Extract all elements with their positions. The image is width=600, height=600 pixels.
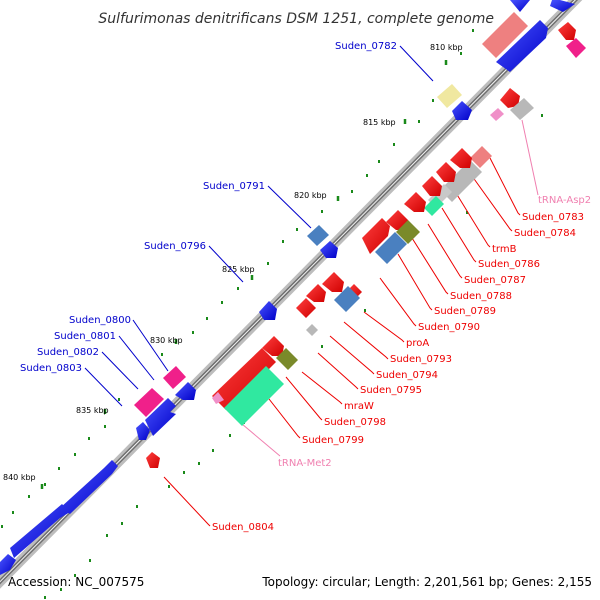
- label-Suden_0799: Suden_0799: [302, 435, 364, 446]
- gene-arrow: [452, 101, 472, 120]
- inner-strand-genes: [146, 12, 586, 468]
- gene-mint: [224, 366, 284, 426]
- label-Suden_0784: Suden_0784: [514, 228, 576, 239]
- label-mraW: mraW: [344, 401, 374, 412]
- plus-strand-labels: Suden_0782 Suden_0791 Suden_0796 Suden_0…: [20, 41, 397, 374]
- gene-pink: [566, 38, 586, 58]
- gene-arrow: [0, 554, 16, 575]
- topology-text: Topology: circular; Length: 2,201,561 bp…: [261, 575, 592, 589]
- gene-arrow: [510, 0, 530, 12]
- gene-steelblue: [307, 225, 329, 246]
- map-title: Sulfurimonas denitrificans DSM 1251, com…: [98, 11, 494, 27]
- gene-arrow: [500, 88, 520, 108]
- label-trmB: trmB: [492, 244, 517, 255]
- gene-arrow: [262, 336, 284, 356]
- gene-arrow: [145, 398, 176, 436]
- gene-arrow: [136, 422, 150, 440]
- gene-arrow: [422, 176, 442, 196]
- label-tRNA-Met2: tRNA-Met2: [278, 458, 332, 469]
- tick-label-830: 830 kbp: [150, 336, 183, 345]
- label-Suden_0790: Suden_0790: [418, 322, 480, 333]
- gene-grey: [510, 98, 534, 120]
- gene-arrow: [436, 162, 456, 182]
- label-proA: proA: [406, 338, 429, 349]
- gene-arrow: [322, 272, 344, 292]
- label-Suden_0791: Suden_0791: [203, 181, 265, 192]
- leader-lines-blue: [84, 45, 434, 407]
- label-Suden_0802: Suden_0802: [37, 347, 99, 358]
- label-Suden_0782: Suden_0782: [335, 41, 397, 52]
- gene-olive: [276, 348, 298, 370]
- label-Suden_0789: Suden_0789: [434, 306, 496, 317]
- trna-met2: [212, 392, 224, 404]
- gene-arrow: [386, 210, 408, 230]
- leader-lines-red: [163, 157, 521, 527]
- gene-pink: [134, 388, 164, 417]
- label-tRNA-Asp2: tRNA-Asp2: [538, 195, 591, 206]
- tick-label-810: 810 kbp: [430, 43, 463, 52]
- gene-arrow: [259, 301, 277, 320]
- scale-major-ticks: [40, 60, 448, 489]
- gene-arrow: [306, 284, 326, 302]
- leader-lines-trna: [241, 119, 539, 457]
- gene-pink: [163, 366, 186, 389]
- accession-text: Accession: NC_007575: [8, 575, 144, 589]
- tick-label-815: 815 kbp: [363, 118, 396, 127]
- trna-asp2: [490, 108, 504, 121]
- gene-arrow: [146, 452, 160, 468]
- gene-arrow: [550, 0, 575, 12]
- label-Suden_0794: Suden_0794: [376, 370, 438, 381]
- gene-olive: [396, 220, 420, 244]
- label-Suden_0800: Suden_0800: [69, 315, 131, 326]
- gene-yellow: [437, 84, 462, 108]
- gene-arrow: [212, 348, 276, 410]
- label-Suden_0788: Suden_0788: [450, 291, 512, 302]
- label-Suden_0783: Suden_0783: [522, 212, 584, 223]
- scale-labels: 810 kbp 815 kbp 820 kbp 825 kbp 830 kbp …: [3, 43, 463, 482]
- tick-label-820: 820 kbp: [294, 191, 327, 200]
- tick-label-835: 835 kbp: [76, 406, 109, 415]
- gene-arrow: [296, 298, 316, 318]
- label-Suden_0793: Suden_0793: [390, 354, 452, 365]
- gene-arrow: [450, 148, 472, 168]
- gene-steelblue: [334, 286, 360, 312]
- gene-arrow: [10, 504, 70, 558]
- gene-arrow: [60, 460, 118, 514]
- label-Suden_0795: Suden_0795: [360, 385, 422, 396]
- label-Suden_0804: Suden_0804: [212, 522, 274, 533]
- gene-grey: [306, 324, 318, 336]
- gene-mint: [424, 196, 444, 216]
- gene-arrow: [362, 218, 390, 254]
- trna-labels: tRNA-Asp2 tRNA-Met2: [278, 195, 591, 469]
- gene-arrow: [175, 382, 196, 400]
- gene-salmon: [482, 12, 528, 58]
- label-Suden_0796: Suden_0796: [144, 241, 206, 252]
- gene-steelblue: [375, 232, 407, 264]
- gene-arrow: [496, 20, 548, 72]
- outer-strand-genes: [0, 0, 575, 575]
- label-Suden_0801: Suden_0801: [54, 331, 116, 342]
- tick-label-825: 825 kbp: [222, 265, 255, 274]
- label-Suden_0787: Suden_0787: [464, 275, 526, 286]
- gene-salmon: [470, 146, 492, 168]
- gene-arrow: [404, 192, 426, 212]
- label-Suden_0803: Suden_0803: [20, 363, 82, 374]
- gene-arrow: [558, 22, 576, 40]
- label-Suden_0798: Suden_0798: [324, 417, 386, 428]
- tick-label-840: 840 kbp: [3, 473, 36, 482]
- gene-arrow: [320, 241, 338, 258]
- minus-strand-labels: Suden_0783 Suden_0784 trmB Suden_0786 Su…: [212, 212, 584, 533]
- label-Suden_0786: Suden_0786: [478, 259, 540, 270]
